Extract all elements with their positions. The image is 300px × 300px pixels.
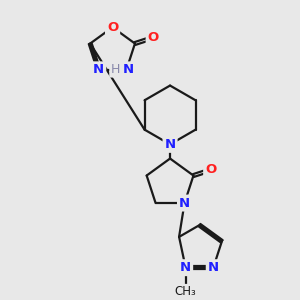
Text: O: O [205,164,216,176]
Text: O: O [107,21,118,34]
Text: H: H [110,63,120,76]
Text: N: N [93,63,104,76]
Text: N: N [164,138,175,151]
Text: N: N [180,261,191,274]
Text: CH₃: CH₃ [175,285,196,298]
Text: O: O [148,31,159,44]
Text: N: N [123,63,134,76]
Text: N: N [179,196,190,209]
Text: N: N [208,261,219,274]
